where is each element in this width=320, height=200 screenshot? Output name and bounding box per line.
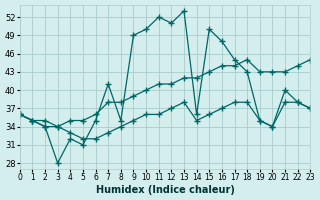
X-axis label: Humidex (Indice chaleur): Humidex (Indice chaleur) xyxy=(96,185,235,195)
